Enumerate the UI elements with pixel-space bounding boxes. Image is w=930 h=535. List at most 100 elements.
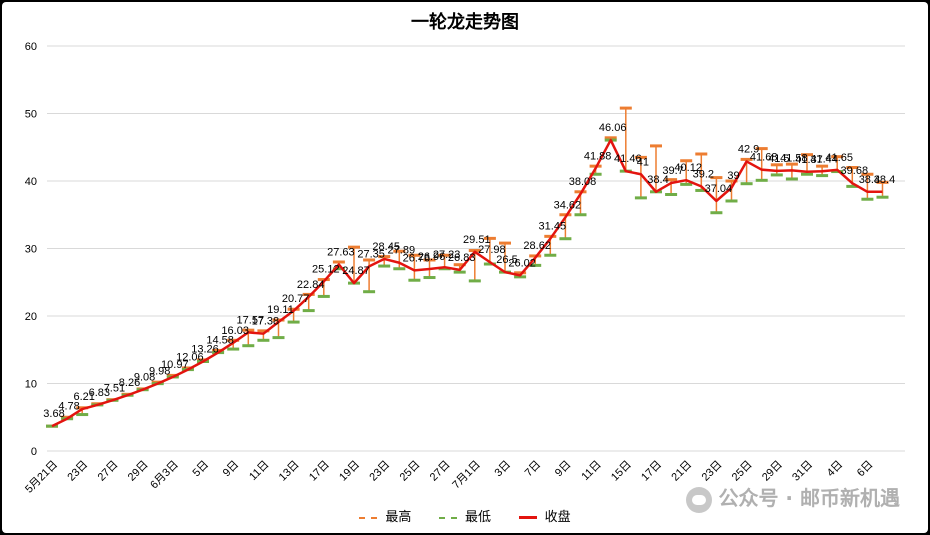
data-label: 24.87 (342, 265, 370, 277)
x-tick-label: 3日 (493, 459, 514, 480)
data-label: 6.83 (89, 387, 110, 399)
data-label: 17.38 (252, 316, 280, 328)
x-tick-label: 6日 (855, 459, 876, 480)
data-label: 38.4 (859, 174, 880, 186)
data-label: 27.35 (357, 248, 385, 260)
data-label: 27.98 (478, 244, 506, 256)
data-label: 28.45 (372, 241, 400, 253)
chart-title: 一轮龙走势图 (411, 12, 519, 33)
data-label: 25.12 (312, 263, 340, 275)
data-label: 38.4 (647, 174, 668, 186)
y-tick-label: 20 (25, 311, 37, 323)
x-tick-label: 5月21日 (23, 459, 60, 496)
data-label: 27.89 (388, 245, 416, 257)
x-tick-label: 7月1日 (450, 459, 483, 492)
watermark: 公众号 · 邮币新机遇 (686, 482, 900, 513)
x-tick-label: 27日 (96, 459, 121, 484)
x-tick-label: 17日 (639, 459, 664, 484)
x-tick-label: 9日 (553, 459, 574, 480)
legend-swatch-low (438, 516, 457, 519)
legend-label-low: 最低 (464, 509, 491, 524)
x-tick-label: 11日 (579, 459, 603, 483)
x-tick-label: 11日 (247, 459, 271, 483)
legend-label-high: 最高 (385, 509, 412, 524)
x-tick-label: 23日 (65, 459, 90, 484)
x-tick-label: 25日 (398, 459, 423, 484)
data-label: 41.65 (825, 152, 853, 164)
y-tick-label: 10 (25, 379, 37, 391)
data-label: 3.68 (43, 408, 64, 420)
x-tick-label: 29日 (760, 459, 785, 484)
x-tick-label: 7日 (523, 459, 544, 480)
data-label: 6.21 (73, 391, 94, 403)
data-label: 38.4 (874, 174, 895, 186)
data-label: 41.44 (810, 153, 838, 165)
data-label: 4.78 (58, 401, 79, 413)
data-label: 10.97 (161, 359, 189, 371)
y-tick-label: 50 (25, 109, 37, 121)
x-tick-label: 19日 (337, 459, 362, 484)
data-label: 26.5 (496, 254, 517, 266)
data-label: 28.62 (523, 240, 551, 252)
data-label: 9.08 (134, 372, 155, 384)
x-tick-label: 15日 (609, 459, 634, 484)
data-label: 9.98 (149, 366, 170, 378)
y-tick-label: 0 (31, 446, 37, 458)
data-label: 26.83 (448, 252, 476, 264)
data-label: 41.37 (795, 154, 823, 166)
data-label: 22.84 (297, 279, 325, 291)
chart-legend: 最高 最低 收盘 (0, 506, 930, 525)
data-label: 27.23 (433, 249, 461, 261)
data-label: 14.58 (206, 335, 234, 347)
data-label: 17.57 (237, 314, 265, 326)
legend-item-high: 最高 (359, 506, 411, 525)
x-tick-label: 6月3日 (148, 459, 181, 492)
data-label: 20.77 (282, 293, 310, 305)
y-tick-label: 30 (25, 244, 37, 256)
x-tick-label: 13日 (277, 459, 302, 484)
watermark-text: 公众号 · 邮币新机遇 (718, 486, 900, 510)
x-tick-label: 29日 (126, 459, 151, 484)
wechat-icon (686, 486, 713, 513)
data-label: 41.58 (780, 152, 808, 164)
data-label: 27.63 (327, 246, 355, 258)
data-label: 26.02 (508, 257, 536, 269)
data-label: 40.12 (674, 162, 702, 174)
legend-swatch-high (359, 516, 378, 519)
x-tick-label: 4日 (825, 459, 846, 480)
data-label: 42.9 (738, 143, 759, 155)
y-tick-label: 40 (25, 176, 37, 188)
x-tick-label: 27日 (428, 459, 453, 484)
y-tick-label: 60 (25, 41, 37, 53)
x-tick-label: 5日 (191, 459, 212, 480)
legend-label-close: 收盘 (544, 509, 571, 524)
data-label: 37.04 (705, 183, 733, 195)
legend-item-close: 收盘 (518, 506, 571, 525)
data-label: 34.62 (554, 199, 582, 211)
data-label: 29.51 (463, 234, 491, 246)
x-tick-label: 23日 (700, 459, 725, 484)
data-label: 16.03 (221, 325, 249, 337)
data-label: 19.11 (267, 304, 294, 316)
data-label: 41.5 (768, 153, 789, 165)
data-label: 41.46 (614, 153, 642, 165)
close-line (51, 138, 883, 428)
data-label: 41.68 (750, 152, 778, 164)
data-label: 7.51 (104, 382, 125, 394)
x-tick-label: 21日 (669, 459, 694, 484)
legend-item-low: 最低 (438, 506, 491, 525)
data-label: 31.45 (539, 221, 567, 233)
x-tick-label: 23日 (367, 459, 392, 484)
data-label: 8.26 (119, 377, 140, 389)
data-label: 39.7 (662, 165, 683, 177)
data-label: 39.68 (841, 165, 869, 177)
x-tick-label: 17日 (307, 459, 332, 484)
data-label: 46.06 (599, 122, 627, 134)
data-label: 26.76 (403, 252, 431, 264)
legend-swatch-close (518, 516, 537, 520)
x-tick-label: 31日 (790, 459, 815, 484)
data-label: 26.96 (418, 251, 446, 263)
